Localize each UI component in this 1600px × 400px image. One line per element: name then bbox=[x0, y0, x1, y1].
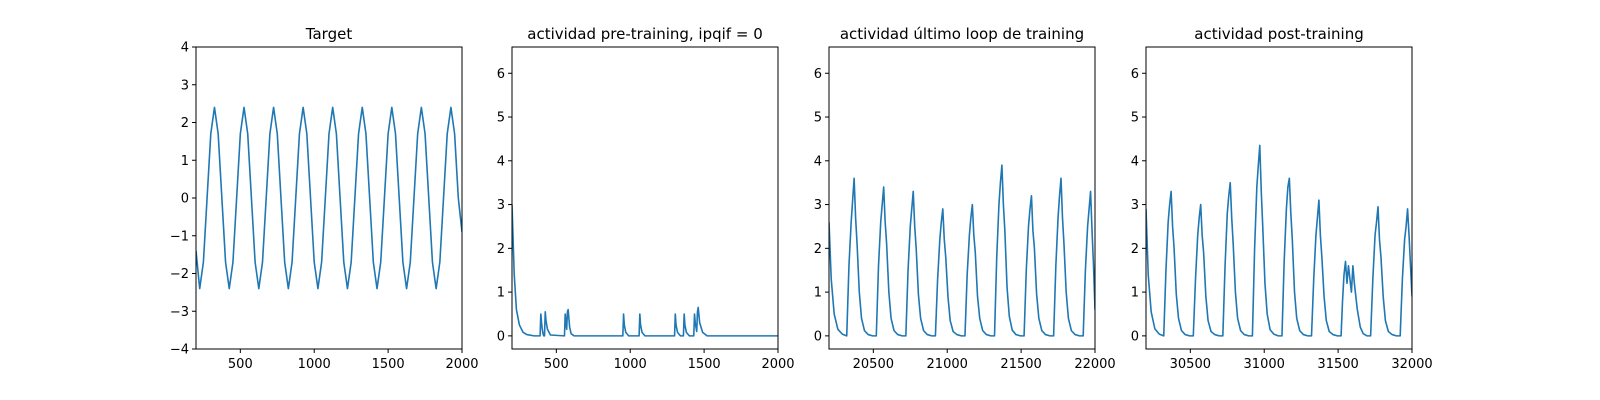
x-tick-label: 31000 bbox=[1244, 357, 1285, 372]
y-tick-label: −4 bbox=[170, 343, 189, 358]
y-tick-label: 3 bbox=[497, 198, 505, 213]
y-tick-label: 4 bbox=[814, 154, 822, 169]
y-tick-label: 1 bbox=[1131, 286, 1139, 301]
x-tick-label: 1000 bbox=[298, 357, 331, 372]
x-tick-label: 1500 bbox=[688, 357, 721, 372]
y-tick-label: 6 bbox=[497, 67, 505, 82]
y-tick-label: 0 bbox=[181, 192, 189, 207]
x-tick-label: 20500 bbox=[853, 357, 894, 372]
chart-title: Target bbox=[305, 25, 353, 43]
y-tick-label: 5 bbox=[1131, 111, 1139, 126]
y-tick-label: 2 bbox=[181, 116, 189, 131]
plot-frame bbox=[1145, 46, 1413, 350]
y-tick-label: 2 bbox=[1131, 242, 1139, 257]
x-tick-label: 1500 bbox=[372, 357, 405, 372]
series-line-1 bbox=[512, 204, 778, 337]
y-tick-label: 1 bbox=[181, 154, 189, 169]
y-tick-label: 3 bbox=[1131, 198, 1139, 213]
x-tick-label: 30500 bbox=[1170, 357, 1211, 372]
series-line-1 bbox=[1146, 144, 1412, 337]
x-tick-label: 21500 bbox=[1000, 357, 1041, 372]
chart-panel-2: actividad pre-training, ipqif = 0 500 1000… bbox=[497, 25, 795, 372]
y-tick-label: 4 bbox=[181, 41, 189, 56]
y-tick-label: 3 bbox=[181, 78, 189, 93]
x-tick-label: 2000 bbox=[761, 357, 794, 372]
x-tick-label: 22000 bbox=[1074, 357, 1115, 372]
chart-title: actividad último loop de training bbox=[840, 25, 1084, 43]
plot-frame bbox=[828, 46, 1096, 350]
y-tick-label: 6 bbox=[814, 67, 822, 82]
x-tick-label: 500 bbox=[228, 357, 253, 372]
y-tick-label: 5 bbox=[814, 111, 822, 126]
y-tick-label: −2 bbox=[170, 267, 189, 282]
x-tick-label: 2000 bbox=[445, 357, 478, 372]
y-tick-label: 0 bbox=[497, 329, 505, 344]
x-tick-label: 32000 bbox=[1391, 357, 1432, 372]
x-tick-label: 31500 bbox=[1317, 357, 1358, 372]
y-tick-label: 4 bbox=[1131, 154, 1139, 169]
y-tick-label: 6 bbox=[1131, 67, 1139, 82]
plot-frame bbox=[511, 46, 779, 350]
y-tick-label: 2 bbox=[814, 242, 822, 257]
series-line-1 bbox=[829, 164, 1095, 337]
chart-panel-1: Target 500 1000 1500 2000 −4 −3 −2 −1 0 1 2 3 4 bbox=[170, 25, 479, 372]
y-tick-label: 0 bbox=[814, 329, 822, 344]
chart-title: actividad pre-training, ipqif = 0 bbox=[527, 25, 763, 43]
series-line-1 bbox=[196, 106, 462, 290]
y-tick-label: −3 bbox=[170, 305, 189, 320]
y-tick-label: 1 bbox=[814, 286, 822, 301]
x-tick-label: 1000 bbox=[614, 357, 647, 372]
y-tick-label: 4 bbox=[497, 154, 505, 169]
y-tick-label: 2 bbox=[497, 242, 505, 257]
y-tick-label: 0 bbox=[1131, 329, 1139, 344]
chart-title: actividad post-training bbox=[1194, 25, 1363, 43]
y-tick-label: 3 bbox=[814, 198, 822, 213]
x-tick-label: 21000 bbox=[927, 357, 968, 372]
y-tick-label: 1 bbox=[497, 286, 505, 301]
y-tick-label: 5 bbox=[497, 111, 505, 126]
y-tick-label: −1 bbox=[170, 229, 189, 244]
x-tick-label: 500 bbox=[544, 357, 569, 372]
